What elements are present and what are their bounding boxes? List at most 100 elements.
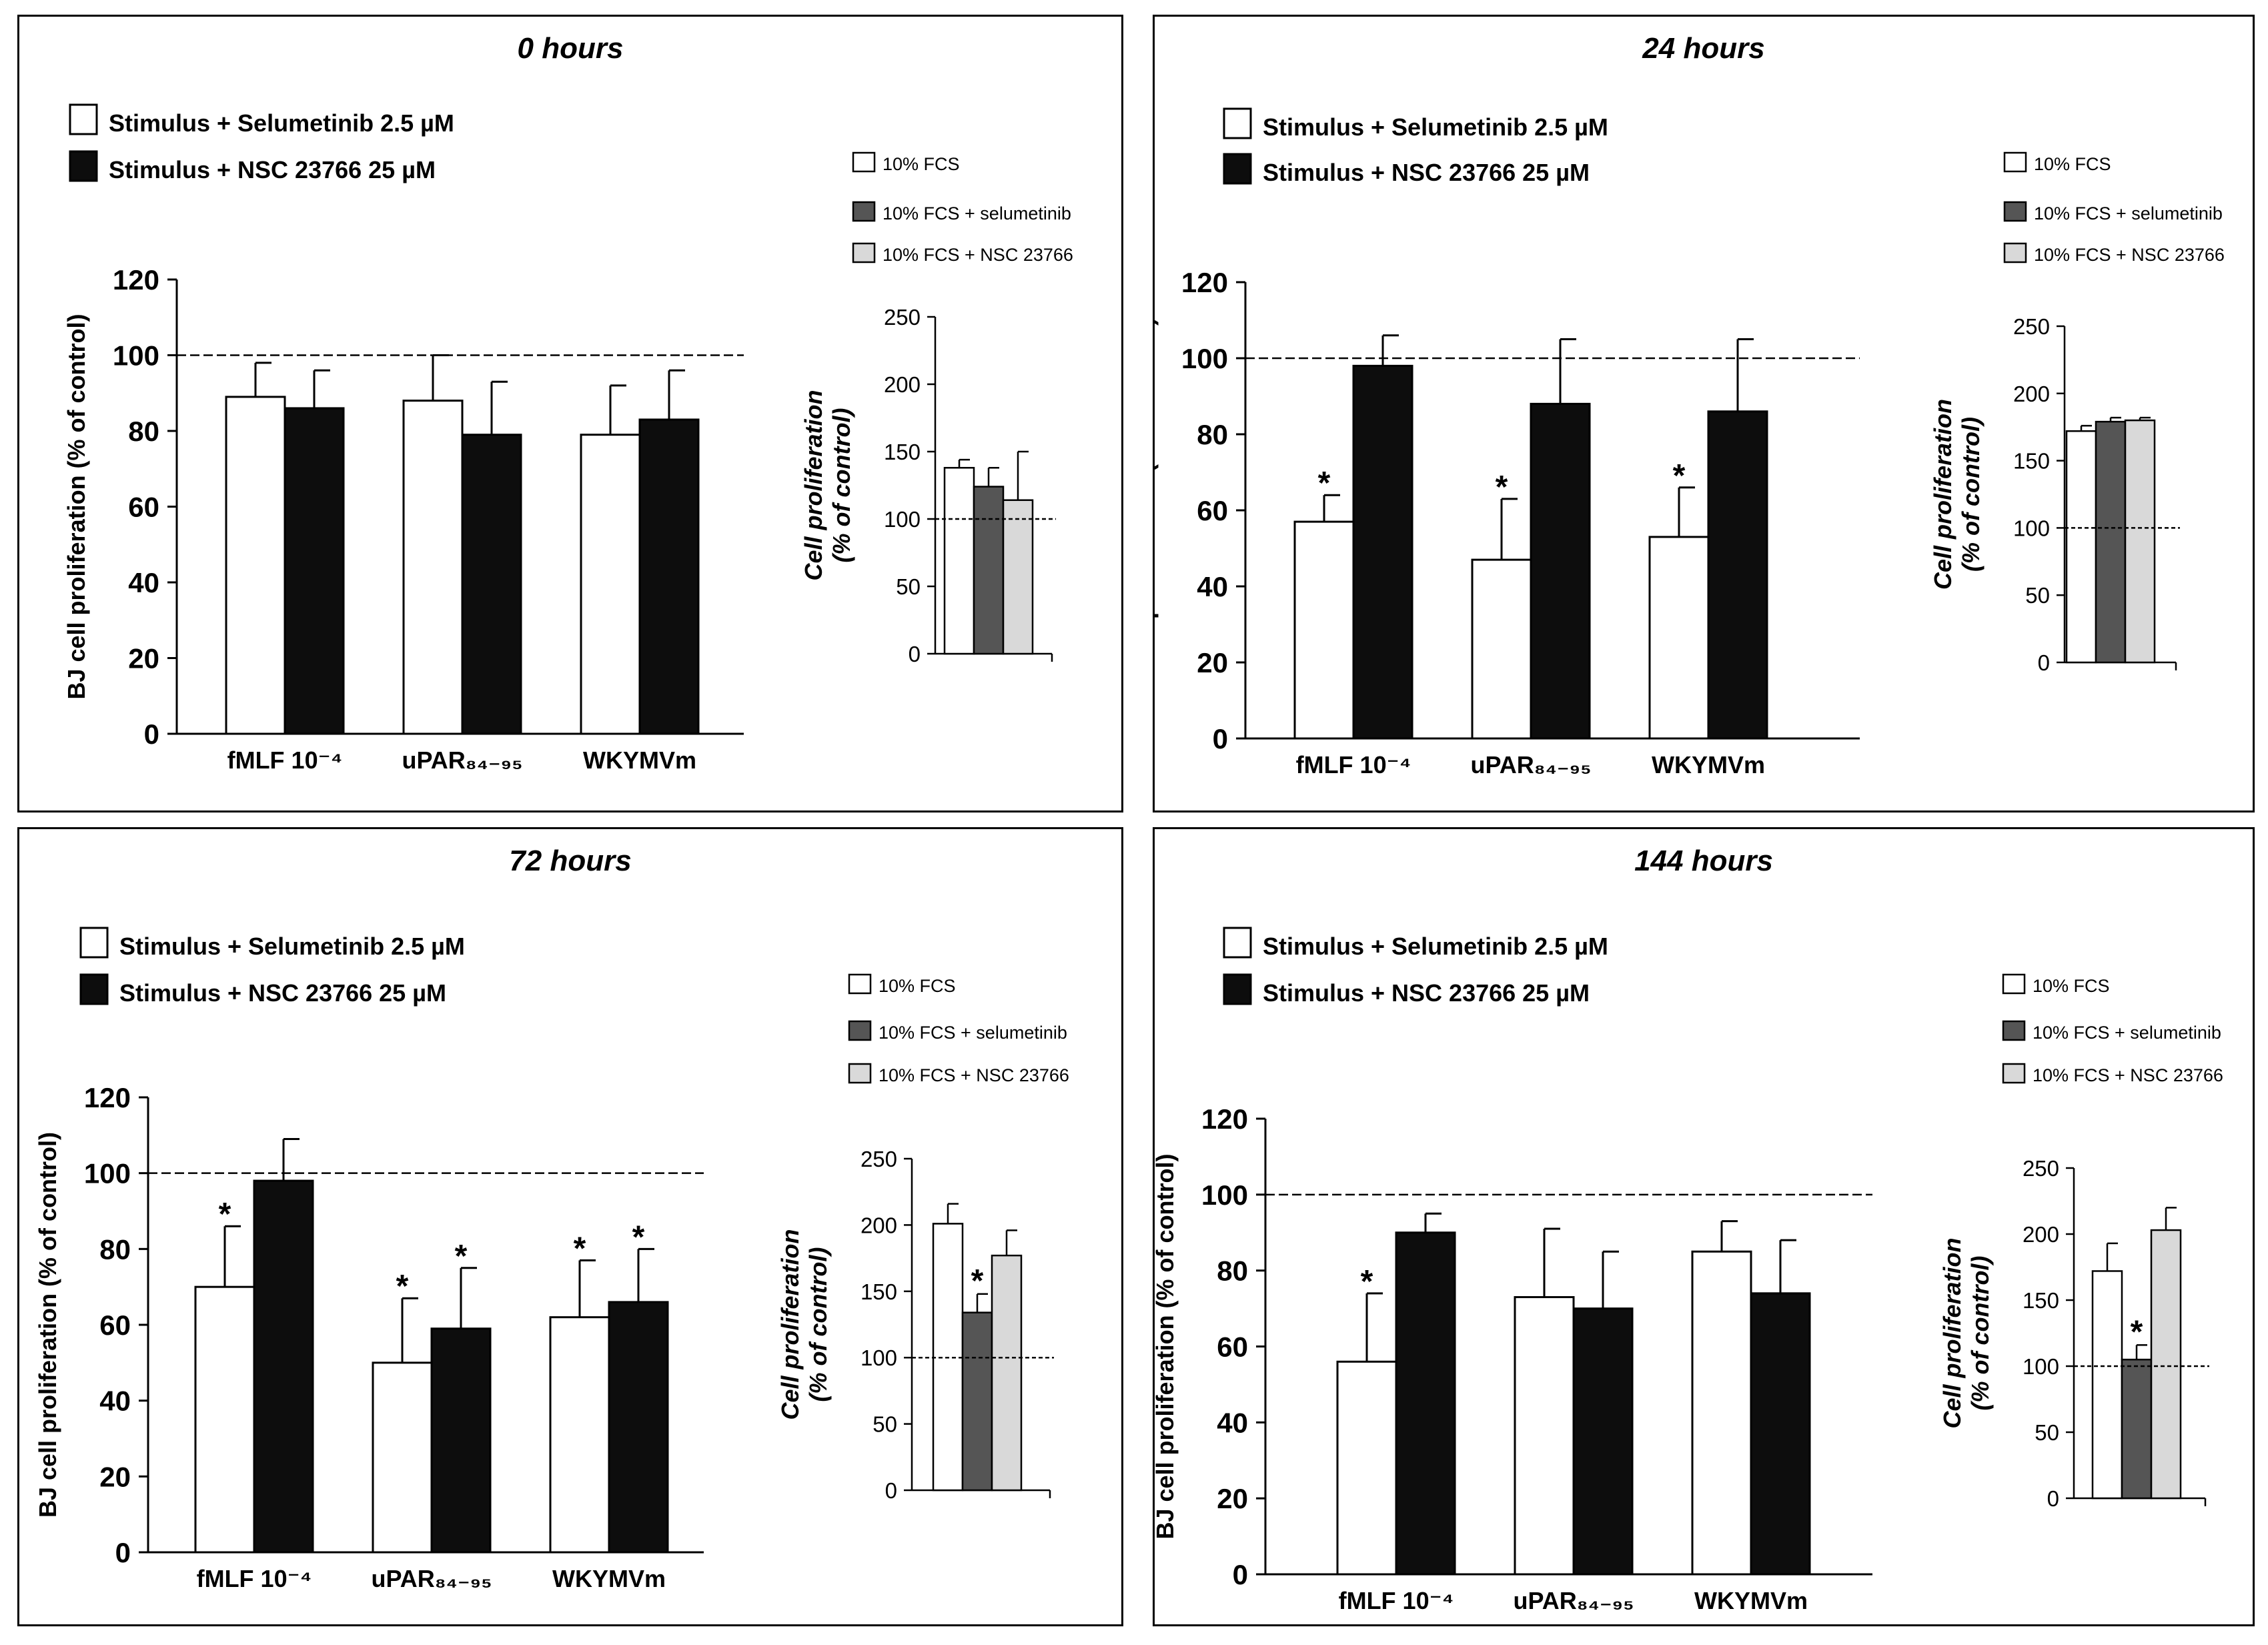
y-tick-label: 60: [128, 492, 159, 523]
legend-swatch-selumetinib: [1223, 927, 1252, 959]
inset-bar-2: [2121, 1358, 2153, 1500]
y-axis-label: BJ cell proliferation (% of control): [1155, 318, 1159, 703]
legend-label-nsc-23766: Stimulus + NSC 23766 25 µM: [1263, 159, 1590, 186]
inset-y-tick-label: 250: [2013, 314, 2050, 339]
inset-y-tick-label: 150: [2013, 449, 2050, 474]
inset-y-tick-label: 200: [884, 372, 921, 397]
panel-title: 72 hours: [509, 845, 631, 877]
bar-nsc-23766: [608, 1301, 669, 1554]
inset-y-tick-label: 100: [861, 1345, 897, 1370]
inset-y-tick-label: 200: [2023, 1222, 2059, 1247]
inset-y-tick-label: 150: [2023, 1288, 2059, 1313]
inset-legend-label-2: 10% FCS + selumetinib: [2034, 203, 2223, 223]
inset-significance-star: *: [971, 1263, 984, 1299]
panel-72-hours: 72 hours Stimulus + Selumetinib 2.5 µM Sti…: [17, 827, 1123, 1626]
inset-y-axis-label-line2: (% of control): [1957, 417, 1985, 572]
inset-legend-label-1: 10% FCS: [879, 976, 956, 996]
category-label: uPAR₈₄₋₉₅: [1470, 751, 1591, 778]
inset-y-axis-label-line1: Cell proliferation: [800, 390, 827, 580]
y-tick-label: 20: [128, 643, 159, 674]
inset-y-axis-label-line2: (% of control): [804, 1247, 832, 1402]
inset-y-tick-label: 50: [2025, 583, 2050, 608]
panel-0-hours: 0 hours Stimulus + Selumetinib 2.5 µM Stim…: [17, 15, 1123, 812]
bar-selumetinib: [1471, 558, 1532, 740]
y-tick-label: 120: [84, 1082, 131, 1113]
significance-star: *: [219, 1197, 231, 1232]
y-tick-label: 60: [1197, 495, 1228, 526]
inset-legend-label-1: 10% FCS: [883, 154, 960, 174]
bar-nsc-23766: [253, 1179, 314, 1554]
y-tick-label: 80: [1197, 419, 1228, 450]
inset-legend-swatch-2: [848, 1020, 872, 1041]
legend-swatch-nsc-23766: [79, 973, 109, 1005]
panel-title: 0 hours: [518, 32, 624, 65]
legend-label-selumetinib: Stimulus + Selumetinib 2.5 µM: [109, 109, 454, 137]
legend-label-nsc-23766: Stimulus + NSC 23766 25 µM: [119, 979, 446, 1007]
category-label: uPAR₈₄₋₉₅: [1513, 1587, 1634, 1614]
chart-24-hours: 24 hours Stimulus + Selumetinib 2.5 µM Sti…: [1155, 32, 2225, 778]
y-tick-label: 80: [128, 416, 159, 447]
inset-legend-swatch-3: [2003, 242, 2027, 263]
significance-star: *: [1361, 1264, 1373, 1299]
y-tick-label: 100: [1201, 1179, 1248, 1211]
inset-y-tick-label: 200: [2013, 382, 2050, 406]
legend-label-selumetinib: Stimulus + Selumetinib 2.5 µM: [1263, 113, 1608, 141]
chart-72-hours: 72 hours Stimulus + Selumetinib 2.5 µM Sti…: [34, 845, 1069, 1592]
y-tick-label: 100: [113, 340, 159, 372]
panel-144-hours: 144 hours Stimulus + Selumetinib 2.5 µM St…: [1153, 827, 2255, 1626]
inset-legend-swatch-1: [2002, 973, 2026, 995]
bar-nsc-23766: [461, 434, 522, 735]
inset-bar-1: [2065, 430, 2097, 664]
inset-bar-3: [2124, 419, 2156, 664]
inset-y-tick-label: 0: [909, 642, 921, 666]
inset-legend-swatch-1: [852, 151, 876, 173]
y-tick-label: 0: [115, 1537, 131, 1568]
bar-nsc-23766: [1530, 402, 1591, 740]
significance-star: *: [574, 1231, 586, 1266]
category-label: WKYMVm: [552, 1565, 666, 1592]
inset-legend-swatch-3: [848, 1063, 872, 1084]
y-tick-label: 40: [99, 1386, 131, 1417]
inset-bar-2: [2095, 420, 2127, 664]
category-label: WKYMVm: [583, 746, 696, 774]
inset-y-tick-label: 50: [873, 1412, 897, 1437]
y-tick-label: 40: [1217, 1407, 1248, 1438]
legend-swatch-selumetinib: [69, 103, 98, 135]
bar-nsc-23766: [1352, 364, 1413, 740]
bar-selumetinib: [1691, 1250, 1752, 1576]
inset-y-axis-label-line1: Cell proliferation: [1929, 399, 1956, 590]
inset-y-tick-label: 0: [2047, 1486, 2059, 1511]
inset-y-tick-label: 100: [884, 507, 921, 532]
legend-swatch-selumetinib: [79, 927, 109, 959]
inset-y-axis-label: Cell proliferation(% of control): [1938, 1237, 1994, 1428]
y-tick-label: 60: [1217, 1331, 1248, 1363]
bar-selumetinib: [549, 1316, 610, 1554]
inset-y-axis-label-line2: (% of control): [1966, 1256, 1994, 1411]
significance-star: *: [1673, 458, 1686, 494]
legend-label-nsc-23766: Stimulus + NSC 23766 25 µM: [109, 156, 436, 183]
inset-legend-swatch-1: [848, 973, 872, 995]
inset-y-axis-label-line1: Cell proliferation: [776, 1229, 804, 1420]
inset-legend-swatch-1: [2003, 151, 2027, 173]
bar-nsc-23766: [1750, 1292, 1811, 1576]
panel-title: 144 hours: [1634, 845, 1773, 877]
y-tick-label: 120: [1181, 267, 1228, 298]
bar-selumetinib: [580, 434, 641, 735]
legend-label-selumetinib: Stimulus + Selumetinib 2.5 µM: [119, 933, 465, 960]
inset-y-tick-label: 150: [884, 440, 921, 464]
inset-bar-1: [943, 466, 975, 655]
inset-y-tick-label: 0: [2038, 650, 2050, 675]
y-tick-label: 120: [113, 264, 159, 296]
y-tick-label: 40: [128, 567, 159, 598]
y-tick-label: 100: [84, 1158, 131, 1189]
inset-y-tick-label: 200: [861, 1213, 897, 1237]
category-label: fMLF 10⁻⁴: [197, 1565, 312, 1592]
bar-selumetinib: [1336, 1360, 1397, 1576]
legend-swatch-nsc-23766: [1223, 973, 1252, 1005]
inset-legend-label-3: 10% FCS + NSC 23766: [2034, 245, 2225, 265]
y-tick-label: 20: [1197, 647, 1228, 678]
significance-star: *: [455, 1239, 468, 1274]
significance-star: *: [1496, 470, 1508, 505]
category-label: WKYMVm: [1652, 751, 1765, 778]
category-label: uPAR₈₄₋₉₅: [371, 1565, 492, 1592]
